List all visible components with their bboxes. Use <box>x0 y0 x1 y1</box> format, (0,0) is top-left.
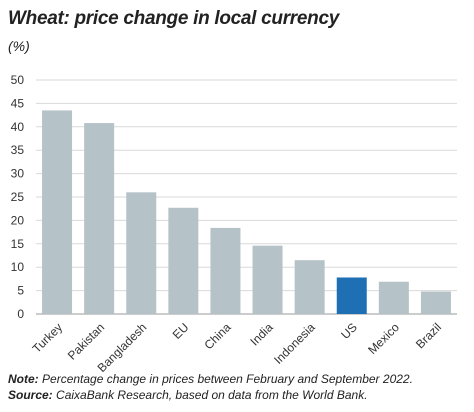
note-label: Note: <box>8 372 39 386</box>
category-label-indonesia: Indonesia <box>271 320 318 367</box>
bar-indonesia <box>294 260 325 314</box>
bar-turkey <box>42 110 73 314</box>
y-tick-label: 25 <box>11 190 25 204</box>
category-label-mexico: Mexico <box>365 320 402 357</box>
bars <box>42 110 451 314</box>
source-label: Source: <box>8 388 53 402</box>
y-tick-label: 0 <box>17 307 24 321</box>
y-tick-label: 20 <box>11 213 25 227</box>
source-line: Source: CaixaBank Research, based on dat… <box>8 387 413 403</box>
y-tick-labels: 0 5 10 15 20 25 30 35 40 45 50 <box>11 73 25 321</box>
y-tick-label: 40 <box>11 120 25 134</box>
note-text: Percentage change in prices between Febr… <box>42 372 413 386</box>
bar-china <box>210 227 241 314</box>
category-label-brazil: Brazil <box>413 320 444 351</box>
chart-title: Wheat: price change in local currency <box>8 8 340 29</box>
y-tick-label: 30 <box>11 167 25 181</box>
y-tick-label: 15 <box>11 237 25 251</box>
note-line: Note: Percentage change in prices betwee… <box>8 371 413 387</box>
y-tick-label: 35 <box>11 143 25 157</box>
category-label-china: China <box>201 320 233 352</box>
y-tick-label: 50 <box>11 73 25 87</box>
category-label-us: US <box>338 320 360 342</box>
category-label-turkey: Turkey <box>30 320 66 356</box>
bar-mexico <box>378 281 409 314</box>
y-tick-label: 45 <box>11 96 25 110</box>
category-label-eu: EU <box>170 320 192 342</box>
bar-eu <box>168 207 199 314</box>
bar-india <box>252 245 283 314</box>
bar-pakistan <box>84 123 115 314</box>
bar-us <box>336 277 367 314</box>
bar-brazil <box>420 291 451 314</box>
y-tick-label: 5 <box>17 284 24 298</box>
footnotes: Note: Percentage change in prices betwee… <box>8 371 413 403</box>
category-label-pakistan: Pakistan <box>65 320 107 362</box>
y-tick-label: 10 <box>11 260 25 274</box>
source-text: CaixaBank Research, based on data from t… <box>56 388 368 402</box>
y-axis-unit: (%) <box>8 38 30 54</box>
category-label-india: India <box>247 320 276 349</box>
bar-bangladesh <box>126 192 157 314</box>
